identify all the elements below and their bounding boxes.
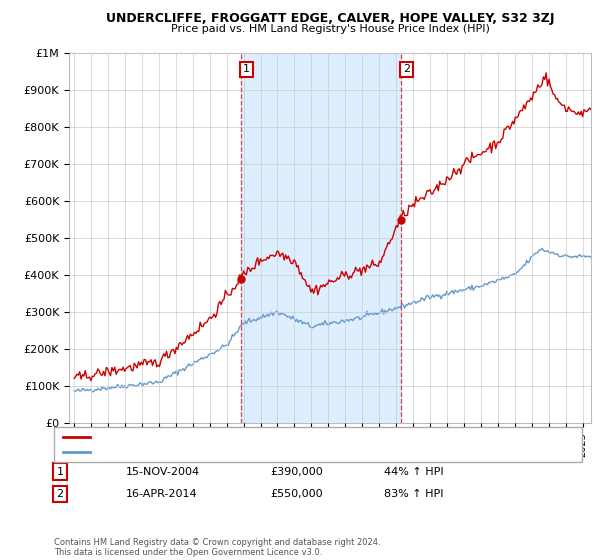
Text: 44% ↑ HPI: 44% ↑ HPI — [384, 466, 443, 477]
Text: £550,000: £550,000 — [270, 489, 323, 499]
Text: UNDERCLIFFE, FROGGATT EDGE, CALVER, HOPE VALLEY, S32 3ZJ: UNDERCLIFFE, FROGGATT EDGE, CALVER, HOPE… — [106, 12, 554, 25]
Text: £390,000: £390,000 — [270, 466, 323, 477]
Bar — [241, 53, 401, 423]
Text: 1: 1 — [56, 466, 64, 477]
Text: 83% ↑ HPI: 83% ↑ HPI — [384, 489, 443, 499]
Text: HPI: Average price, detached house, Derbyshire Dales: HPI: Average price, detached house, Derb… — [96, 447, 361, 457]
Text: 2: 2 — [403, 64, 410, 74]
Text: 1: 1 — [243, 64, 250, 74]
Text: 15-NOV-2004: 15-NOV-2004 — [126, 466, 200, 477]
Text: Price paid vs. HM Land Registry's House Price Index (HPI): Price paid vs. HM Land Registry's House … — [170, 24, 490, 34]
Text: UNDERCLIFFE, FROGGATT EDGE, CALVER, HOPE VALLEY, S32 3ZJ (detached house): UNDERCLIFFE, FROGGATT EDGE, CALVER, HOPE… — [96, 432, 501, 442]
Text: 16-APR-2014: 16-APR-2014 — [126, 489, 197, 499]
Text: 2: 2 — [56, 489, 64, 499]
Text: Contains HM Land Registry data © Crown copyright and database right 2024.
This d: Contains HM Land Registry data © Crown c… — [54, 538, 380, 557]
